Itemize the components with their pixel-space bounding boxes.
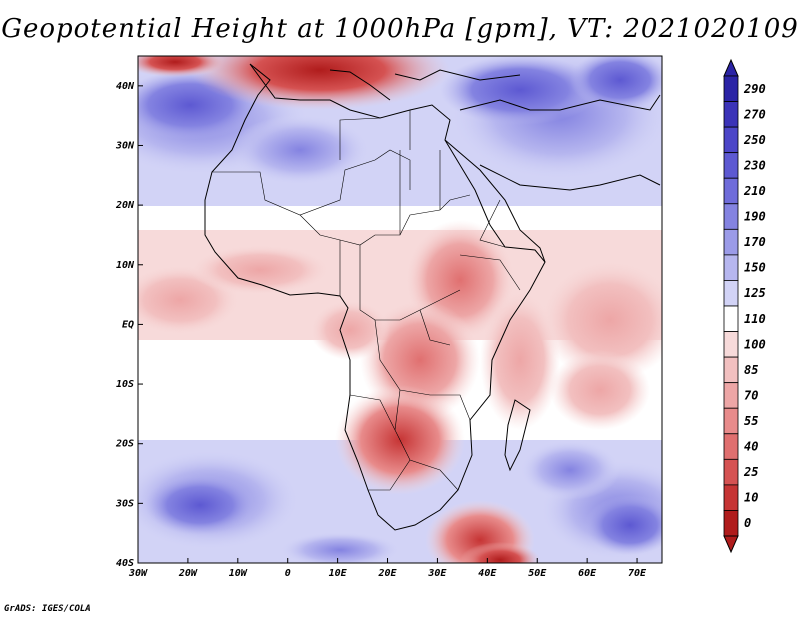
- colorbar-label: 125: [744, 286, 766, 300]
- colorbar-swatch: [723, 510, 739, 537]
- colorbar-swatch: [723, 254, 739, 281]
- colorbar-label: 0: [744, 516, 751, 530]
- colorbar-bottom-arrow: [723, 535, 739, 554]
- colorbar-swatch: [723, 407, 739, 435]
- x-tick-label: 50E: [528, 568, 547, 579]
- x-tick-label: 0: [285, 568, 291, 579]
- colorbar-label: 100: [744, 337, 766, 351]
- y-tick-label: 40S: [116, 558, 134, 569]
- plot-frame: [137, 55, 663, 564]
- x-axis-ticks: 30W 20W 10W 0 10E 20E 30E 40E 50E 60E 70E: [128, 558, 647, 579]
- colorbar-label: 170: [744, 235, 766, 249]
- colorbar-label: 190: [744, 210, 766, 224]
- x-tick-label: 40E: [478, 568, 497, 579]
- colorbar-label: 70: [744, 388, 758, 402]
- colorbar-label: 150: [744, 261, 766, 275]
- y-axis-ticks: 40N 30N 20N 10N EQ 10S 20S 30S 40S: [115, 81, 143, 569]
- coastlines: [204, 63, 661, 531]
- colorbar-swatch: [723, 305, 739, 332]
- y-tick-label: 10S: [116, 379, 134, 390]
- colorbar-label: 290: [743, 82, 766, 96]
- field-shading: [138, 56, 662, 563]
- y-tick-label: 40N: [116, 81, 135, 92]
- y-tick-label: 10N: [116, 260, 135, 271]
- grads-credit: GrADS: IGES/COLA: [4, 604, 91, 614]
- colorbar-swatch: [723, 203, 739, 230]
- colorbar-swatch: [723, 126, 739, 154]
- colorbar-label: 230: [743, 158, 766, 172]
- map-title: Geopotential Height at 1000hPa [gpm], VT…: [1, 14, 799, 44]
- colorbar-label: 55: [744, 414, 758, 428]
- colorbar-top-arrow: [723, 58, 739, 77]
- x-tick-label: 10W: [229, 568, 248, 579]
- x-tick-label: 20W: [178, 568, 198, 579]
- colorbar-swatch: [723, 458, 739, 486]
- colorbar-swatch: [723, 75, 739, 102]
- colorbar-label: 40: [744, 440, 758, 454]
- colorbar-swatch: [723, 484, 739, 511]
- colorbar-label: 210: [743, 184, 766, 198]
- colorbar-swatch: [723, 280, 739, 307]
- colorbar-label: 250: [743, 133, 766, 147]
- colorbar-swatch: [723, 356, 739, 384]
- colorbar-swatch: [723, 152, 739, 179]
- x-tick-label: 30W: [128, 568, 148, 579]
- y-tick-label: 30S: [115, 498, 134, 509]
- colorbar-label: 85: [744, 363, 758, 377]
- colorbar-label: 110: [744, 312, 766, 326]
- colorbar-label: 270: [743, 107, 766, 121]
- colorbar-swatch: [723, 382, 739, 409]
- y-tick-label: 30N: [115, 140, 135, 151]
- colorbar-swatch: [723, 177, 739, 205]
- colorbar-swatch: [723, 433, 739, 460]
- y-tick-label: EQ: [122, 319, 134, 330]
- country-borders: [212, 110, 521, 491]
- colorbar-swatch: [723, 101, 739, 128]
- y-tick-label: 20S: [115, 439, 134, 450]
- x-tick-label: 20E: [377, 568, 397, 579]
- y-tick-label: 20N: [115, 200, 135, 211]
- colorbar-label: 25: [743, 465, 758, 479]
- colorbar: 2902702502302101901701501251101008570554…: [723, 58, 766, 554]
- colorbar-label: 10: [744, 491, 758, 505]
- colorbar-swatch: [723, 228, 739, 256]
- x-tick-label: 30E: [427, 568, 447, 579]
- x-tick-label: 10E: [329, 568, 348, 579]
- colorbar-swatch: [723, 331, 739, 358]
- x-tick-label: 70E: [628, 568, 647, 579]
- x-tick-label: 60E: [578, 568, 597, 579]
